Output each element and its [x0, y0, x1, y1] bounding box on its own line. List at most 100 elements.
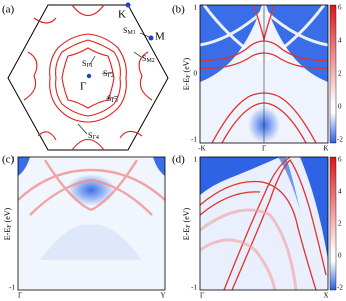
colorbar-tick: 2 [338, 220, 342, 228]
bands-white [199, 4, 329, 62]
x-tick: Γ [262, 145, 266, 153]
band [202, 4, 263, 62]
pointer [105, 95, 119, 100]
colorbar-tick: -2 [337, 136, 343, 144]
s-sub: Γ3 [111, 98, 117, 104]
y-label: E-EF (eV) [3, 207, 14, 240]
panel-label: (a) [2, 4, 15, 16]
colorbar-tick: 4 [338, 37, 342, 45]
y-label-rest: (eV) [182, 57, 191, 74]
pointer [133, 51, 142, 58]
frame [199, 4, 329, 144]
bands-red [199, 156, 327, 291]
contour [37, 131, 57, 141]
y-label-rest: (eV) [3, 207, 12, 224]
contour [33, 17, 57, 24]
colorbar-tick: 4 [338, 188, 342, 196]
panel-d: 6 4 2 0 -2 1 -1 Γ X E-EF (eV) (d) [172, 154, 343, 300]
panel-label: (c) [2, 154, 15, 166]
k-point [125, 2, 131, 8]
s-labels: SM1 SM2 SΓ1 SΓ2 SΓ3 SΓ4 [82, 26, 155, 142]
contour [61, 47, 115, 109]
y-label-main: E-E [182, 78, 191, 91]
y-label-main: E-E [182, 228, 191, 241]
point-label: M [155, 31, 165, 43]
y-label: E-EF (eV) [182, 57, 193, 90]
band [90, 159, 139, 212]
y-tick: 1 [194, 4, 198, 12]
blue-region [40, 224, 142, 260]
y-label-sub: F [7, 224, 13, 228]
band [265, 10, 329, 47]
colorbar-tick: 2 [338, 70, 342, 78]
y-label-sub: F [186, 74, 192, 78]
bands-faint [199, 208, 298, 291]
y-label-sub: F [186, 224, 192, 228]
band [199, 191, 261, 216]
frame [17, 156, 166, 291]
band [17, 168, 166, 201]
m-point [148, 35, 154, 41]
s-sub: Γ1 [86, 63, 92, 69]
pointer [88, 55, 96, 67]
x-tick: K [323, 145, 328, 153]
panel-label: (d) [172, 154, 185, 166]
point-label: K [118, 9, 126, 21]
s-main: S [123, 26, 127, 35]
pointer [101, 71, 114, 75]
band [199, 238, 277, 291]
y-tick: 1 [194, 156, 198, 164]
panel-a: (a) K M Γ SM1 SM2 SΓ1 SΓ2 SΓ3 SΓ4 [2, 2, 169, 151]
s-sub: M1 [127, 30, 135, 36]
gamma-point [86, 73, 92, 79]
colorbar-tick: 6 [338, 156, 342, 164]
panel-b: 6 4 2 0 -2 1 0 -1 -K Γ K E-EF (eV) (b) [172, 4, 343, 153]
contour [138, 51, 153, 101]
colorbar-tick: -2 [337, 284, 343, 292]
contour [23, 51, 38, 101]
x-tick: -K [198, 145, 205, 153]
contour [71, 4, 105, 17]
s-main: S [88, 131, 92, 140]
x-tick: Y [160, 292, 165, 300]
x-tick: Γ [18, 292, 22, 300]
s-label: SΓ4 [88, 131, 99, 142]
bands-red [17, 159, 166, 216]
band [199, 208, 298, 291]
brillouin-zone [7, 4, 169, 151]
frame [199, 156, 329, 291]
y-label: E-EF (eV) [182, 207, 193, 240]
y-tick: -1 [191, 136, 197, 144]
band [43, 159, 92, 212]
band [29, 178, 153, 216]
x-tick: Γ [200, 292, 204, 300]
y-label-rest: (eV) [182, 207, 191, 224]
y-tick: 1 [12, 156, 16, 164]
s-sub: M2 [146, 58, 154, 64]
colorbar [329, 156, 337, 291]
point-label: Γ [80, 81, 86, 93]
band [199, 180, 317, 291]
band [223, 156, 291, 291]
contour [71, 138, 105, 151]
blue-region [18, 157, 30, 176]
band [199, 10, 263, 47]
s-label: SΓ1 [82, 59, 93, 70]
colorbar [329, 4, 337, 144]
s-label: SΓ3 [107, 94, 118, 105]
pointers [77, 32, 150, 135]
y-tick: -1 [9, 284, 15, 292]
pointer [77, 123, 88, 135]
blue-region [300, 157, 328, 260]
s-sub: Γ2 [107, 73, 113, 79]
y-tick: -1 [191, 284, 197, 292]
s-main: S [142, 54, 146, 63]
colorbar-tick: 0 [338, 103, 342, 111]
y-tick: 0 [194, 70, 198, 78]
contour [55, 39, 121, 117]
band [265, 4, 326, 62]
panel-c: 1 -1 Γ Y E-EF (eV) (c) [2, 154, 166, 300]
fermi-contours [23, 4, 153, 151]
